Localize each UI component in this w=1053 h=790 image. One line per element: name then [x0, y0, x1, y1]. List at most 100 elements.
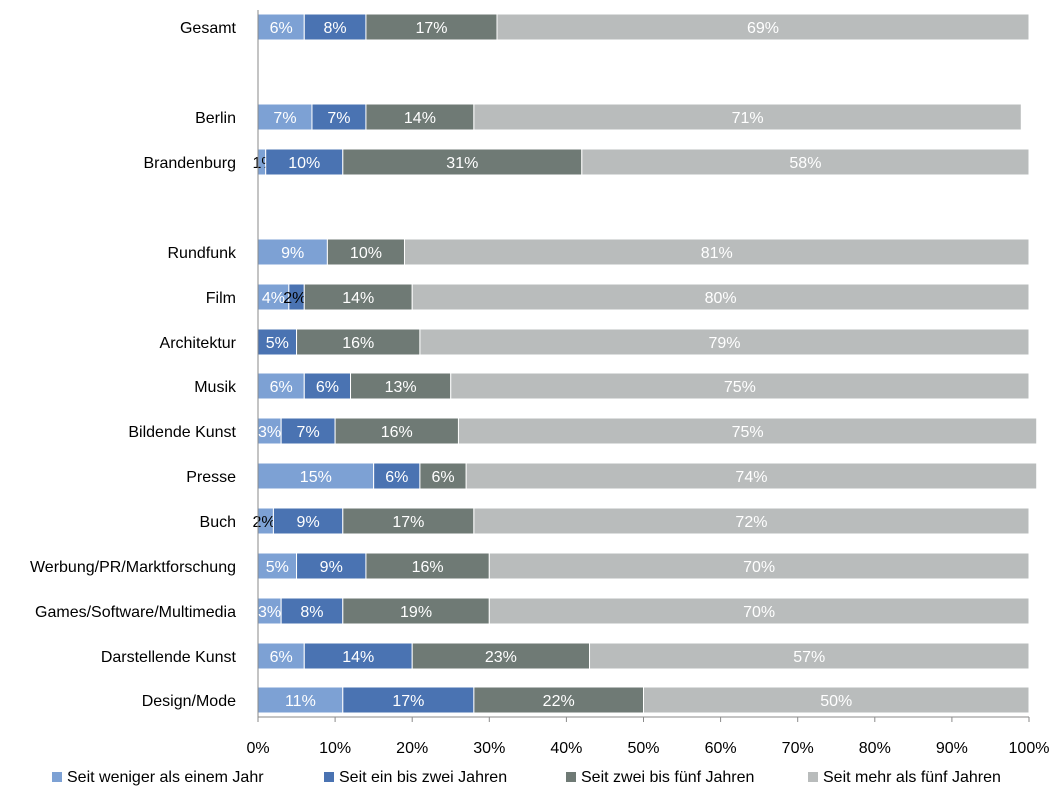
data-label: 14% [404, 110, 436, 127]
bar-segment [465, 462, 1038, 490]
legend: Seit weniger als einem Jahr Seit ein bis … [52, 769, 1001, 786]
legend-label: Seit mehr als fünf Jahren [823, 769, 1001, 786]
bar-segment [296, 328, 421, 356]
x-tick-label: 70% [782, 740, 814, 757]
category-label: Architektur [160, 335, 237, 352]
data-label: 13% [385, 379, 417, 396]
bar-segment [257, 642, 305, 670]
data-label: 23% [485, 649, 517, 666]
data-label: 17% [392, 693, 424, 710]
data-label: 10% [288, 155, 320, 172]
data-label: 9% [320, 559, 343, 576]
data-label: 11% [285, 693, 316, 710]
bar-segment [280, 597, 344, 625]
category-label: Gesamt [180, 20, 237, 37]
category-label: Musik [194, 379, 237, 396]
data-label: 80% [705, 290, 737, 307]
x-tick-label: 20% [396, 740, 428, 757]
data-label: 58% [789, 155, 821, 172]
x-tick-label: 40% [550, 740, 582, 757]
legend-label: Seit ein bis zwei Jahren [339, 769, 507, 786]
bar-segment [488, 552, 1030, 580]
bar-segment [280, 417, 336, 445]
x-tick-label: 50% [627, 740, 659, 757]
bar-segment [342, 597, 490, 625]
data-label: 75% [732, 424, 764, 441]
data-label: 5% [266, 559, 289, 576]
data-label: 7% [273, 110, 296, 127]
bar-segment [257, 238, 328, 266]
data-label: 2% [252, 514, 275, 531]
bar-segment [403, 238, 1030, 266]
x-tick-label: 10% [319, 740, 351, 757]
bar-segment [303, 372, 352, 400]
bar-segment [257, 283, 290, 311]
data-label: 10% [350, 245, 382, 262]
category-label: Darstellende Kunst [101, 649, 237, 666]
bar-segment [303, 642, 413, 670]
x-tick-label: 90% [936, 740, 968, 757]
data-label: 50% [820, 693, 852, 710]
data-label: 17% [415, 20, 447, 37]
data-label: 74% [735, 469, 767, 486]
data-label: 3% [258, 604, 281, 621]
data-label: 14% [342, 649, 374, 666]
legend-swatch [808, 772, 818, 782]
bar-segment [365, 103, 475, 131]
bar-segment [350, 372, 452, 400]
data-label: 17% [392, 514, 424, 531]
data-label: 6% [270, 20, 293, 37]
category-label: Film [206, 290, 236, 307]
bar-segment [311, 103, 367, 131]
data-label: 57% [793, 649, 825, 666]
bar-segment [581, 148, 1030, 176]
data-label: 5% [266, 335, 289, 352]
category-label: Brandenburg [143, 155, 236, 172]
data-label: 6% [385, 469, 408, 486]
data-label: 8% [300, 604, 323, 621]
bar-segment [326, 238, 405, 266]
data-label: 4% [262, 290, 285, 307]
data-label: 16% [412, 559, 444, 576]
data-label: 3% [258, 424, 281, 441]
data-label: 75% [724, 379, 756, 396]
data-label: 7% [297, 424, 320, 441]
data-label: 6% [316, 379, 339, 396]
x-axis: 0% 10% 20% 30% 40% 50% 60% 70% 80% 90% 100% [246, 10, 1049, 757]
data-label: 6% [431, 469, 454, 486]
bar-segment [303, 283, 413, 311]
data-label: 16% [342, 335, 374, 352]
data-label: 31% [446, 155, 478, 172]
x-tick-label: 80% [859, 740, 891, 757]
bar-segment [257, 103, 313, 131]
legend-swatch [52, 772, 62, 782]
bar-segment [257, 462, 375, 490]
bar-segment [488, 597, 1030, 625]
bar-segment [265, 148, 344, 176]
data-label: 72% [735, 514, 767, 531]
data-label: 9% [281, 245, 304, 262]
bar-segment [373, 462, 421, 490]
x-tick-label: 0% [246, 740, 269, 757]
data-label: 15% [300, 469, 332, 486]
data-label: 79% [708, 335, 740, 352]
bar-segment [473, 507, 1030, 535]
bar-segment [272, 507, 344, 535]
data-label: 6% [270, 649, 293, 666]
x-tick-label: 60% [705, 740, 737, 757]
category-label: Berlin [195, 110, 236, 127]
data-label: 14% [342, 290, 374, 307]
category-label: Buch [200, 514, 236, 531]
data-label: 2% [283, 290, 306, 307]
x-tick-label: 100% [1009, 740, 1050, 757]
legend-swatch [566, 772, 576, 782]
category-label: Presse [186, 469, 236, 486]
data-label: 71% [732, 110, 764, 127]
bar-segment [365, 13, 498, 41]
x-tick-label: 30% [473, 740, 505, 757]
bar-segment [334, 417, 459, 445]
bar-segment [589, 642, 1030, 670]
bar-segment [473, 103, 1022, 131]
bar-segment [411, 283, 1030, 311]
